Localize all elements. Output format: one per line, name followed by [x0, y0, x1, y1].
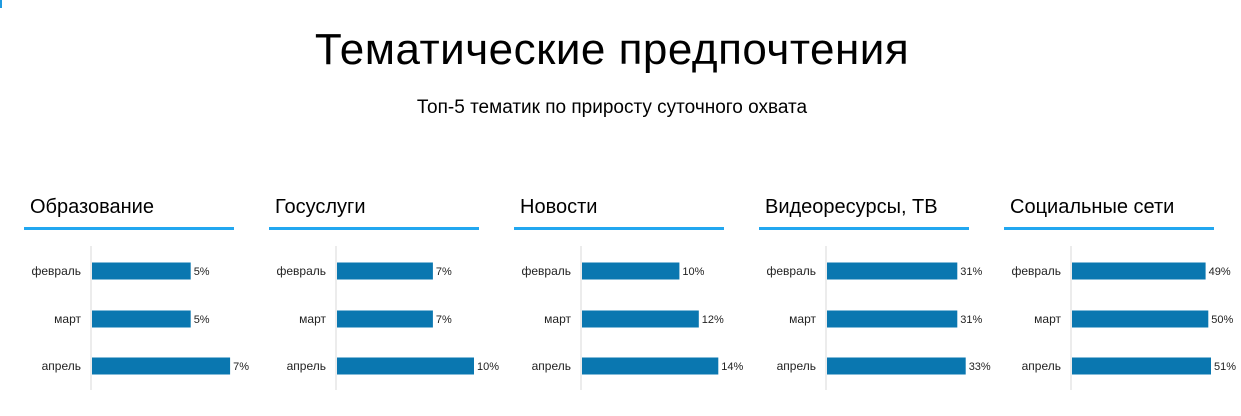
page-title: Тематические предпочтения — [314, 25, 910, 74]
category-label: март — [299, 312, 326, 326]
category-label: апрель — [532, 359, 571, 373]
bar — [582, 262, 680, 280]
data-label: 50% — [1211, 314, 1233, 326]
category-label: апрель — [777, 359, 816, 373]
chart-title-underline — [1004, 227, 1214, 230]
category-label: февраль — [31, 264, 81, 278]
chart-title-gosuslugi: Госуслуги — [275, 196, 366, 218]
data-label: 33% — [969, 361, 991, 373]
chart-panel-video-tv: Видеоресурсы, ТВ февраль 31% март 31% апрель… — [759, 190, 991, 400]
category-label: март — [54, 312, 81, 326]
chart-title-underline — [759, 227, 969, 230]
bar — [827, 262, 958, 280]
chart-title-social: Социальные сети — [1010, 196, 1175, 218]
chart-panel-news: Новости февраль 10% март 12% апрель 14% — [514, 190, 744, 400]
bar — [1072, 357, 1211, 375]
chart-title-video-tv: Видеоресурсы, ТВ — [765, 196, 938, 218]
data-label: 7% — [436, 314, 452, 326]
chart-title-education: Образование — [30, 196, 154, 218]
data-label: 7% — [436, 266, 452, 278]
chart-panel-gosuslugi: Госуслуги февраль 7% март 7% апрель 10% — [269, 190, 499, 400]
chart-title-underline — [24, 227, 234, 230]
bar — [337, 262, 433, 280]
bar — [337, 357, 474, 375]
chart-panel-education: Образование февраль 5% март 5% апрель 7% — [24, 190, 249, 400]
category-label: февраль — [1011, 264, 1061, 278]
bar — [92, 310, 191, 328]
category-label: февраль — [276, 264, 326, 278]
category-label: март — [544, 312, 571, 326]
data-label: 5% — [194, 266, 210, 278]
bar — [1072, 262, 1206, 280]
chart-title-underline — [514, 227, 724, 230]
category-label: апрель — [42, 359, 81, 373]
data-label: 7% — [233, 361, 249, 373]
chart-title-news: Новости — [520, 196, 598, 218]
page-subtitle: Топ-5 тематик по приросту суточного охва… — [416, 97, 808, 118]
bar — [582, 357, 719, 375]
chart-title-underline — [269, 227, 479, 230]
bar-chart-gosuslugi: февраль 7% март 7% апрель 10% — [276, 246, 499, 390]
category-label: март — [1034, 312, 1061, 326]
category-label: февраль — [766, 264, 816, 278]
bar-chart-social: февраль 49% март 50% апрель 51% — [1011, 246, 1236, 390]
bar — [92, 357, 231, 375]
chart-panel-social: Социальные сети февраль 49% март 50% апрель 5… — [1004, 190, 1236, 400]
data-label: 14% — [721, 361, 743, 373]
category-label: апрель — [1022, 359, 1061, 373]
corner-accent-mark — [0, 0, 2, 8]
bar — [827, 310, 958, 328]
bar-chart-video-tv: февраль 31% март 31% апрель 33% — [766, 246, 991, 390]
category-label: март — [789, 312, 816, 326]
data-label: 31% — [960, 266, 982, 278]
data-label: 12% — [702, 314, 724, 326]
data-label: 10% — [682, 266, 704, 278]
category-label: апрель — [287, 359, 326, 373]
bar — [92, 262, 191, 280]
data-label: 31% — [960, 314, 982, 326]
bar-chart-news: февраль 10% март 12% апрель 14% — [521, 246, 744, 390]
bar — [1072, 310, 1209, 328]
bar — [827, 357, 966, 375]
data-label: 10% — [477, 361, 499, 373]
category-label: февраль — [521, 264, 571, 278]
bar — [337, 310, 433, 328]
bar-chart-education: февраль 5% март 5% апрель 7% — [31, 246, 249, 390]
data-label: 51% — [1214, 361, 1236, 373]
bar — [582, 310, 699, 328]
data-label: 5% — [194, 314, 210, 326]
data-label: 49% — [1209, 266, 1231, 278]
